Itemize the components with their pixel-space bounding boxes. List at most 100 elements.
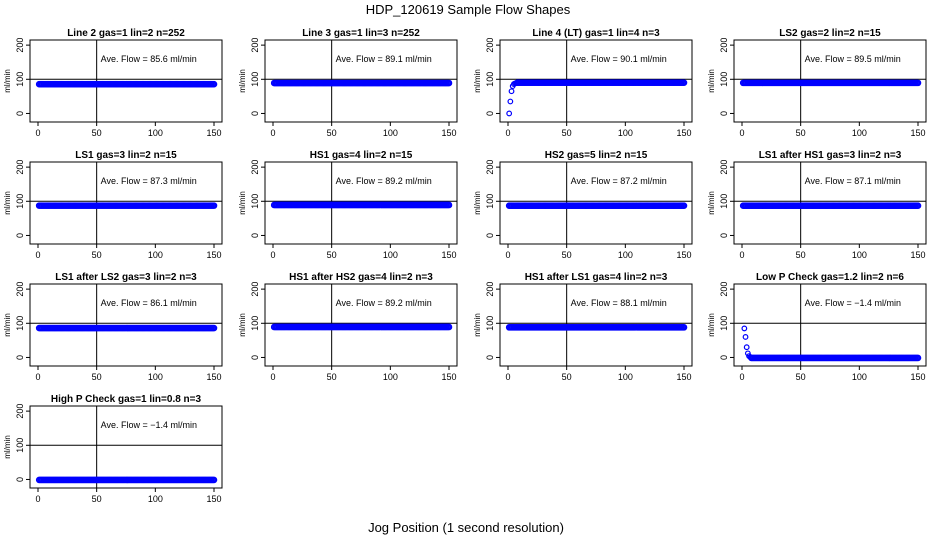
plot-frame <box>499 39 693 123</box>
data-series <box>35 202 218 209</box>
data-series <box>741 325 922 362</box>
x-tick-label: 50 <box>327 128 337 138</box>
figure-xlabel: Jog Position (1 second resolution) <box>368 520 564 535</box>
x-tick-label: 100 <box>148 372 163 382</box>
y-tick-label: 100 <box>250 316 260 331</box>
data-point <box>680 202 688 209</box>
panel-title: HS1 gas=4 lin=2 n=15 <box>310 150 413 161</box>
average-flow-annotation: Ave. Flow = 86.1 ml/min <box>101 298 197 308</box>
panel-title: HS2 gas=5 lin=2 n=15 <box>545 150 648 161</box>
y-axis-label: ml/min <box>3 435 12 459</box>
data-series <box>35 80 218 88</box>
y-axis-label: ml/min <box>707 191 716 215</box>
y-axis-label: ml/min <box>473 69 482 93</box>
average-flow-annotation: Ave. Flow = −1.4 ml/min <box>101 420 197 430</box>
y-tick-label: 0 <box>250 233 260 238</box>
data-series <box>739 202 922 209</box>
y-tick-label: 200 <box>250 38 260 53</box>
y-tick-label: 200 <box>15 38 25 53</box>
x-tick-label: 50 <box>562 372 572 382</box>
y-tick-label: 200 <box>485 282 495 297</box>
x-tick-label: 100 <box>852 128 867 138</box>
average-flow-annotation: Ave. Flow = 87.3 ml/min <box>101 176 197 186</box>
y-axis-label: ml/min <box>3 313 12 337</box>
x-tick-label: 150 <box>206 250 221 260</box>
y-tick-label: 100 <box>719 72 729 87</box>
y-tick-label: 100 <box>15 194 25 209</box>
x-tick-label: 150 <box>441 372 456 382</box>
x-tick-label: 0 <box>739 250 744 260</box>
y-axis-label: ml/min <box>707 69 716 93</box>
data-series <box>35 476 218 484</box>
y-axis-label: ml/min <box>3 69 12 93</box>
plot-frame <box>264 283 458 367</box>
x-tick-label: 50 <box>327 250 337 260</box>
plot-frame <box>264 39 458 123</box>
x-tick-label: 50 <box>796 372 806 382</box>
data-point <box>914 354 922 362</box>
y-tick-label: 200 <box>250 282 260 297</box>
data-point <box>445 201 453 209</box>
plot-frame <box>499 283 693 367</box>
average-flow-annotation: Ave. Flow = −1.4 ml/min <box>805 298 901 308</box>
panel-title: LS1 gas=3 lin=2 n=15 <box>75 150 177 161</box>
x-tick-label: 50 <box>327 372 337 382</box>
data-series <box>506 79 688 117</box>
x-tick-label: 150 <box>910 128 925 138</box>
average-flow-annotation: Ave. Flow = 87.1 ml/min <box>805 176 901 186</box>
panel-title: LS2 gas=2 lin=2 n=15 <box>779 28 881 39</box>
average-flow-annotation: Ave. Flow = 89.1 ml/min <box>336 54 432 64</box>
x-tick-label: 100 <box>148 250 163 260</box>
y-tick-label: 0 <box>250 355 260 360</box>
y-tick-label: 100 <box>250 72 260 87</box>
panel: LS1 after HS1 gas=3 lin=2 n=3 0 50 100 150 0 1… <box>707 150 927 260</box>
average-flow-annotation: Ave. Flow = 87.2 ml/min <box>571 176 667 186</box>
x-tick-label: 0 <box>35 494 40 504</box>
panels-grid: Line 2 gas=1 lin=2 n=252 0 50 100 150 0 100 200… <box>3 28 927 504</box>
plot-frame <box>499 161 693 245</box>
y-tick-label: 200 <box>719 282 729 297</box>
panel-title: HS1 after HS2 gas=4 lin=2 n=3 <box>289 272 433 283</box>
plot-frame <box>733 161 927 245</box>
panel-title: Line 2 gas=1 lin=2 n=252 <box>67 28 185 39</box>
x-tick-label: 0 <box>505 128 510 138</box>
data-point <box>743 344 750 351</box>
x-tick-label: 150 <box>206 494 221 504</box>
y-tick-label: 100 <box>15 72 25 87</box>
x-tick-label: 150 <box>206 128 221 138</box>
x-tick-label: 50 <box>796 250 806 260</box>
y-tick-label: 0 <box>485 111 495 116</box>
data-point <box>680 79 688 86</box>
y-tick-label: 200 <box>15 282 25 297</box>
plot-frame <box>733 283 927 367</box>
x-tick-label: 0 <box>270 250 275 260</box>
y-tick-label: 100 <box>250 194 260 209</box>
panel: Low P Check gas=1.2 lin=2 n=6 0 50 100 150 0 1… <box>707 272 927 382</box>
average-flow-annotation: Ave. Flow = 90.1 ml/min <box>571 54 667 64</box>
y-tick-label: 100 <box>719 316 729 331</box>
panel-title: Low P Check gas=1.2 lin=2 n=6 <box>756 272 904 283</box>
panel-title: High P Check gas=1 lin=0.8 n=3 <box>51 394 202 405</box>
y-tick-label: 200 <box>719 38 729 53</box>
y-tick-label: 200 <box>719 160 729 175</box>
panel-title: LS1 after HS1 gas=3 lin=2 n=3 <box>759 150 902 161</box>
x-tick-label: 150 <box>441 250 456 260</box>
panel: HS1 after LS1 gas=4 lin=2 n=3 0 50 100 150 0 1… <box>473 272 693 382</box>
x-tick-label: 100 <box>148 494 163 504</box>
panel-title: Line 3 gas=1 lin=3 n=252 <box>302 28 420 39</box>
y-tick-label: 100 <box>15 438 25 453</box>
x-tick-label: 100 <box>148 128 163 138</box>
x-tick-label: 0 <box>505 372 510 382</box>
panel: High P Check gas=1 lin=0.8 n=3 0 50 100 150 0… <box>3 394 223 504</box>
y-tick-label: 200 <box>15 160 25 175</box>
y-tick-label: 100 <box>485 72 495 87</box>
x-tick-label: 150 <box>910 372 925 382</box>
average-flow-annotation: Ave. Flow = 89.5 ml/min <box>805 54 901 64</box>
y-axis-label: ml/min <box>238 313 247 337</box>
y-axis-label: ml/min <box>238 191 247 215</box>
x-tick-label: 50 <box>92 128 102 138</box>
data-point <box>210 476 218 484</box>
x-tick-label: 50 <box>562 128 572 138</box>
x-tick-label: 50 <box>562 250 572 260</box>
x-tick-label: 100 <box>383 250 398 260</box>
